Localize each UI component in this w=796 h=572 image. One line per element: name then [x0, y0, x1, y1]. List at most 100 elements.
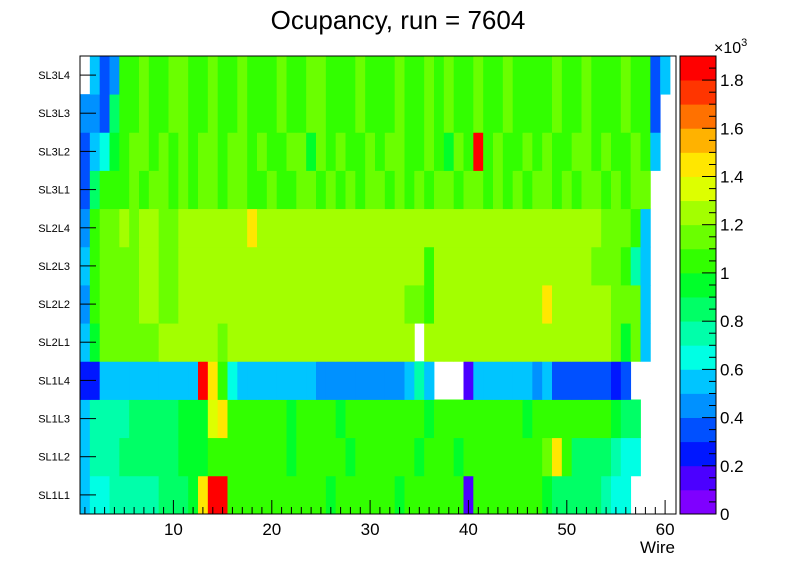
- heatmap-cell: [502, 208, 514, 248]
- heatmap-cell: [178, 170, 189, 210]
- heatmap-cell: [640, 323, 651, 362]
- heatmap-cell: [473, 56, 484, 95]
- heatmap-cell: [561, 361, 573, 400]
- heatmap-cell: [296, 361, 307, 400]
- heatmap-cell: [306, 132, 317, 171]
- heatmap-cell: [139, 399, 150, 439]
- heatmap-cell: [630, 132, 641, 171]
- heatmap-cell: [414, 361, 425, 400]
- heatmap-cell: [532, 323, 543, 362]
- heatmap-cell: [384, 437, 396, 477]
- x-tick-label: 30: [361, 520, 380, 539]
- heatmap-cell: [630, 323, 641, 362]
- heatmap-cell: [345, 56, 356, 95]
- heatmap-cell: [453, 56, 464, 95]
- heatmap-cell: [168, 170, 179, 210]
- heatmap-cell: [512, 94, 523, 133]
- heatmap-cell: [483, 399, 494, 439]
- heatmap-cell: [522, 475, 533, 515]
- heatmap-cell: [237, 94, 248, 133]
- heatmap-cell: [591, 246, 602, 286]
- heatmap-cell: [217, 399, 228, 439]
- heatmap-cell: [198, 361, 209, 400]
- heatmap-cell: [611, 437, 622, 477]
- heatmap-cell: [394, 94, 405, 133]
- heatmap-cell: [434, 285, 445, 324]
- heatmap-cell: [571, 94, 582, 133]
- heatmap-cell: [119, 323, 130, 362]
- heatmap-cell: [335, 437, 346, 477]
- heatmap-cell: [335, 208, 346, 248]
- heatmap-cell: [168, 246, 179, 286]
- heatmap-cell: [561, 132, 573, 171]
- heatmap-cell: [198, 399, 209, 439]
- heatmap-cell: [404, 437, 415, 477]
- heatmap-cell: [109, 132, 120, 171]
- heatmap-cell: [512, 246, 523, 286]
- heatmap-cell: [207, 437, 219, 477]
- heatmap-cell: [257, 285, 268, 324]
- heatmap-cell: [355, 208, 366, 248]
- heatmap-cell: [178, 208, 189, 248]
- heatmap-cell: [227, 246, 238, 286]
- heatmap-cell: [394, 170, 405, 210]
- heatmap-cell: [286, 285, 297, 324]
- heatmap-cell: [178, 132, 189, 171]
- heatmap-cell: [453, 170, 464, 210]
- heatmap-cell: [394, 56, 405, 95]
- heatmap-cell: [168, 132, 179, 171]
- heatmap-cell: [345, 323, 356, 362]
- heatmap-cell: [483, 437, 494, 477]
- heatmap-cell: [591, 170, 602, 210]
- heatmap-cell: [237, 56, 248, 95]
- heatmap-cell: [266, 170, 278, 210]
- heatmap-cell: [483, 132, 494, 171]
- heatmap-cell: [198, 246, 209, 286]
- heatmap-cell: [286, 475, 297, 515]
- heatmap-cell: [384, 132, 396, 171]
- heatmap-cell: [355, 323, 366, 362]
- heatmap-cell: [522, 170, 533, 210]
- heatmap-cell: [158, 94, 169, 133]
- heatmap-cell: [532, 170, 543, 210]
- heatmap-cell: [630, 437, 641, 477]
- y-tick-label: SL2L1: [38, 337, 70, 349]
- heatmap-cell: [217, 246, 228, 286]
- heatmap-cell: [316, 285, 327, 324]
- heatmap-cell: [512, 437, 523, 477]
- heatmap-cell: [375, 208, 386, 248]
- heatmap-cell: [375, 246, 386, 286]
- heatmap-cell: [591, 437, 602, 477]
- heatmap-cell: [276, 56, 287, 95]
- heatmap-cell: [443, 56, 455, 95]
- heatmap-cell: [365, 361, 376, 400]
- heatmap-cell: [257, 361, 268, 400]
- heatmap-cell: [404, 132, 415, 171]
- heatmap-cell: [266, 361, 278, 400]
- heatmap-cell: [325, 170, 337, 210]
- heatmap-cell: [561, 170, 573, 210]
- heatmap-cell: [168, 475, 179, 515]
- heatmap-cell: [306, 285, 317, 324]
- heatmap-cell: [139, 94, 150, 133]
- heatmap-cell: [561, 437, 573, 477]
- heatmap-cell: [266, 475, 278, 515]
- heatmap-cell: [158, 56, 169, 95]
- heatmap-cell: [237, 132, 248, 171]
- heatmap-cell: [424, 399, 435, 439]
- heatmap-cell: [552, 323, 563, 362]
- heatmap-cell: [493, 285, 504, 324]
- heatmap-cell: [532, 132, 543, 171]
- heatmap-cell: [247, 94, 258, 133]
- heatmap-cell: [365, 323, 376, 362]
- heatmap-cell: [335, 323, 346, 362]
- heatmap-cell: [542, 132, 553, 171]
- x-tick-label: 10: [164, 520, 183, 539]
- heatmap-cell: [119, 132, 130, 171]
- heatmap-cell: [502, 361, 514, 400]
- heatmap-cell: [404, 285, 415, 324]
- heatmap-cell: [620, 246, 632, 286]
- y-tick-label: SL2L4: [38, 223, 70, 235]
- heatmap-cell: [463, 246, 474, 286]
- heatmap-cell: [316, 246, 327, 286]
